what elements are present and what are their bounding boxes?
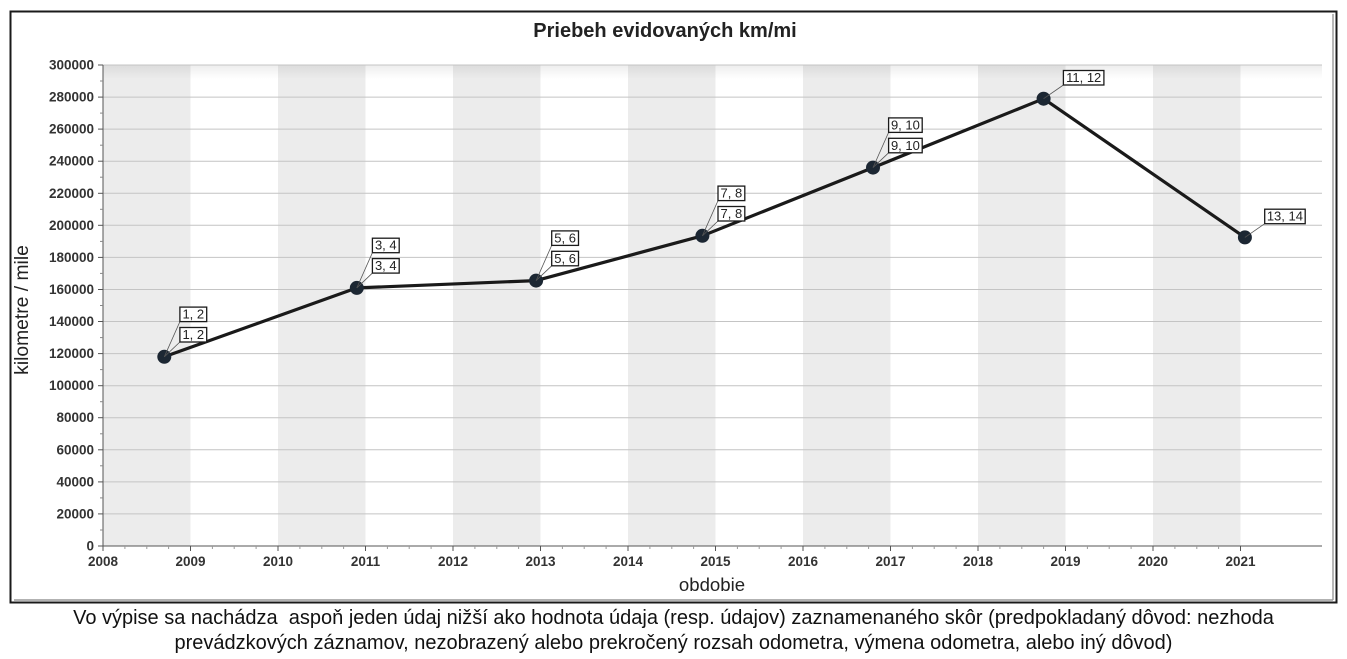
svg-text:80000: 80000	[56, 410, 94, 425]
svg-text:200000: 200000	[49, 218, 94, 233]
svg-text:60000: 60000	[56, 442, 94, 457]
svg-text:7, 8: 7, 8	[721, 206, 743, 221]
svg-text:9, 10: 9, 10	[891, 117, 920, 132]
svg-text:5, 6: 5, 6	[554, 251, 576, 266]
svg-text:2008: 2008	[88, 554, 119, 569]
svg-text:1, 2: 1, 2	[182, 327, 204, 342]
svg-text:2021: 2021	[1225, 554, 1256, 569]
svg-text:2013: 2013	[525, 554, 556, 569]
svg-text:2019: 2019	[1050, 554, 1080, 569]
svg-text:3, 4: 3, 4	[375, 238, 397, 253]
svg-text:180000: 180000	[49, 250, 94, 265]
svg-text:220000: 220000	[49, 186, 94, 201]
svg-text:2016: 2016	[788, 554, 819, 569]
svg-text:2009: 2009	[175, 554, 205, 569]
svg-text:2011: 2011	[351, 554, 381, 569]
svg-text:kilometre / mile: kilometre / mile	[12, 245, 33, 375]
svg-text:3, 4: 3, 4	[375, 258, 397, 273]
svg-text:Priebeh evidovaných km/mi: Priebeh evidovaných km/mi	[533, 20, 796, 42]
svg-text:obdobie: obdobie	[679, 574, 745, 595]
svg-text:2010: 2010	[263, 554, 293, 569]
svg-text:260000: 260000	[49, 122, 94, 137]
svg-text:240000: 240000	[49, 154, 94, 169]
svg-text:40000: 40000	[56, 474, 94, 489]
svg-text:2018: 2018	[963, 554, 994, 569]
svg-text:160000: 160000	[49, 282, 94, 297]
svg-text:11, 12: 11, 12	[1066, 70, 1101, 85]
svg-text:100000: 100000	[49, 378, 94, 393]
svg-text:9, 10: 9, 10	[891, 138, 920, 153]
svg-text:1, 2: 1, 2	[182, 307, 204, 322]
svg-text:2014: 2014	[613, 554, 644, 569]
svg-text:5, 6: 5, 6	[554, 230, 576, 245]
svg-text:300000: 300000	[49, 58, 94, 73]
svg-text:2020: 2020	[1138, 554, 1168, 569]
svg-text:2012: 2012	[438, 554, 468, 569]
svg-text:0: 0	[86, 539, 94, 554]
svg-text:120000: 120000	[49, 346, 94, 361]
svg-text:20000: 20000	[56, 506, 94, 521]
svg-text:140000: 140000	[49, 314, 94, 329]
svg-text:2015: 2015	[700, 554, 731, 569]
svg-text:7, 8: 7, 8	[721, 186, 743, 201]
svg-text:13, 14: 13, 14	[1267, 209, 1303, 224]
svg-text:280000: 280000	[49, 90, 94, 105]
svg-text:2017: 2017	[875, 554, 905, 569]
